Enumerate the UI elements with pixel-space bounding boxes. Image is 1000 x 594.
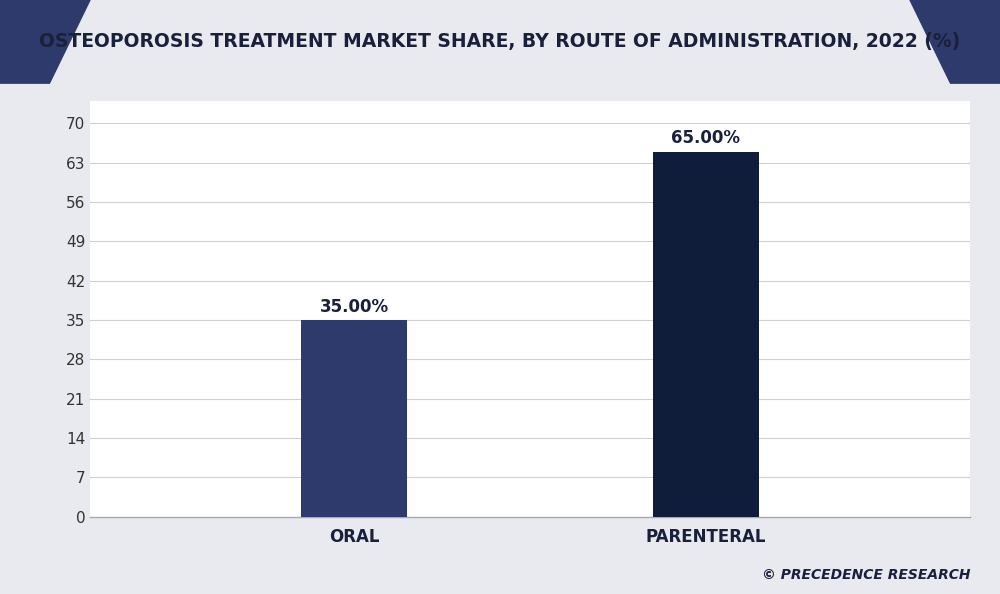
Polygon shape [910, 0, 1000, 83]
Text: 35.00%: 35.00% [319, 298, 389, 315]
Text: OSTEOPOROSIS TREATMENT MARKET SHARE, BY ROUTE OF ADMINISTRATION, 2022 (%): OSTEOPOROSIS TREATMENT MARKET SHARE, BY … [39, 32, 961, 51]
Polygon shape [0, 0, 90, 83]
Text: © PRECEDENCE RESEARCH: © PRECEDENCE RESEARCH [762, 568, 970, 582]
Text: 65.00%: 65.00% [672, 129, 740, 147]
Bar [653, 151, 759, 517]
Bar [301, 320, 407, 517]
